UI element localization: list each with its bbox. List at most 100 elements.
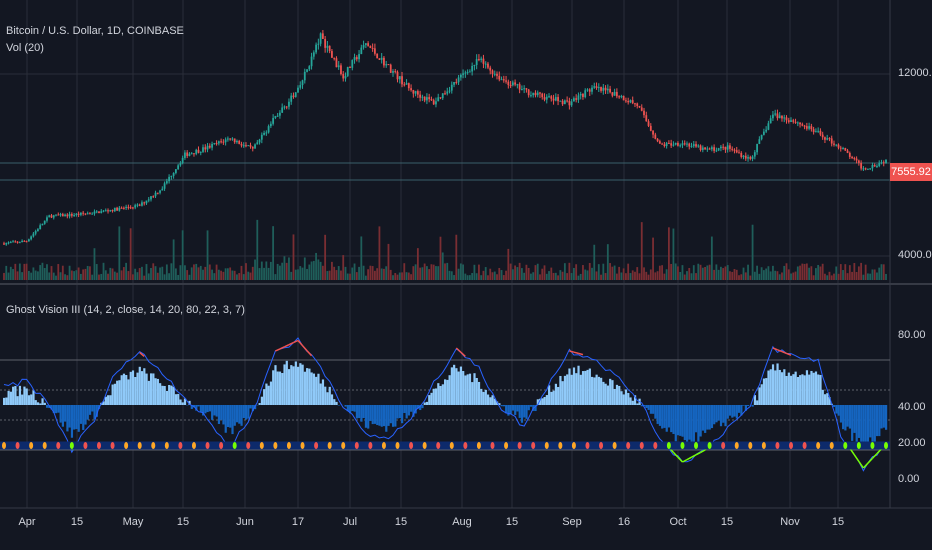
signal-segment [306, 350, 313, 357]
candle-body [579, 93, 582, 96]
candle-body [64, 214, 66, 217]
histogram-bar [276, 371, 279, 405]
histogram-bar [837, 405, 840, 416]
candle-body [778, 115, 781, 119]
histogram-bar [138, 366, 141, 405]
symbol-legend[interactable]: Bitcoin / U.S. Dollar, 1D, COINBASE [6, 25, 184, 37]
candle-body [111, 210, 114, 212]
volume-bar [104, 270, 107, 280]
volume-bar [351, 267, 354, 280]
volume-bar [869, 273, 872, 280]
histogram-bar [706, 405, 709, 430]
histogram-bar [819, 374, 822, 405]
candle-body [308, 66, 311, 70]
candle-body [848, 152, 851, 157]
histogram-bar [584, 370, 587, 405]
volume-bar [202, 269, 204, 280]
volume-bar [50, 266, 53, 280]
histogram-bar [355, 405, 358, 419]
histogram-bar [690, 405, 693, 444]
candle-body [557, 97, 559, 102]
volume-bar [880, 264, 883, 280]
signal-dot [829, 442, 834, 449]
candle-body [468, 71, 471, 73]
histogram-bar [862, 405, 865, 443]
volume-bar [817, 264, 820, 280]
volume-bar [279, 265, 281, 280]
volume-bar [593, 244, 596, 280]
volume-bar [573, 267, 575, 280]
signal-dot [775, 442, 780, 449]
candle-body [328, 45, 331, 52]
candle-body [3, 243, 5, 245]
histogram-bar [312, 373, 316, 405]
volume-bar [439, 236, 442, 280]
histogram-bar [170, 385, 173, 405]
volume-bar [885, 273, 887, 280]
signal-dot [83, 442, 88, 449]
candle-body [32, 233, 35, 237]
candle-body [794, 121, 797, 123]
histogram-bar [143, 368, 146, 405]
histogram-bar [181, 402, 184, 405]
signal-dot [354, 442, 359, 449]
signal-dot [15, 442, 20, 449]
signal-dot [69, 442, 74, 449]
candle-body [670, 143, 673, 146]
histogram-bar [776, 363, 779, 405]
volume-bar [127, 271, 130, 280]
candle-body [315, 44, 317, 53]
volume-bar [475, 273, 478, 280]
histogram-bar [493, 398, 496, 405]
volume-bar [821, 263, 824, 280]
histogram-bar [633, 395, 637, 405]
volume-legend[interactable]: Vol (20) [6, 42, 44, 54]
candle-body [206, 145, 209, 150]
candle-body [147, 199, 150, 201]
indicator-legend[interactable]: Ghost Vision III (14, 2, close, 14, 20, … [6, 304, 245, 316]
volume-bar [299, 266, 302, 280]
signal-dot [612, 442, 617, 449]
volume-bar [582, 265, 584, 280]
volume-bar [681, 265, 684, 280]
price-axis-label: 4000.00 [898, 249, 932, 261]
histogram-bar [579, 374, 582, 405]
histogram-bar [738, 405, 741, 413]
candle-body [480, 58, 483, 60]
candle-body [118, 207, 121, 211]
histogram-bar [753, 395, 757, 405]
candle-body [274, 116, 277, 118]
histogram-bar [665, 405, 668, 432]
volume-bar [312, 260, 315, 280]
signal-dot [843, 442, 848, 449]
histogram-bar [615, 384, 619, 405]
candle-body [265, 132, 268, 134]
histogram-bar [597, 376, 600, 405]
candle-body [249, 145, 252, 147]
histogram-bar [529, 405, 533, 407]
candle-body [5, 243, 8, 245]
histogram-bar [380, 405, 383, 427]
volume-bar [785, 263, 788, 280]
volume-bar [814, 268, 817, 280]
volume-bar [527, 267, 530, 280]
histogram-bar [206, 405, 209, 413]
volume-bar [303, 257, 306, 280]
histogram-bar [199, 405, 202, 413]
histogram-bar [828, 397, 831, 405]
candle-body [677, 142, 679, 146]
candle-body [14, 241, 17, 243]
volume-bar [421, 267, 424, 280]
volume-bar [43, 267, 46, 280]
candle-body [156, 192, 159, 194]
candle-body [394, 71, 397, 73]
volume-bar [575, 264, 578, 280]
histogram-bar [498, 403, 501, 405]
time-axis-label: 15 [176, 516, 190, 528]
histogram-bar [692, 405, 695, 443]
candle-body [109, 210, 112, 212]
last-price-badge: 7555.92 [890, 163, 932, 181]
candle-body [383, 57, 385, 66]
